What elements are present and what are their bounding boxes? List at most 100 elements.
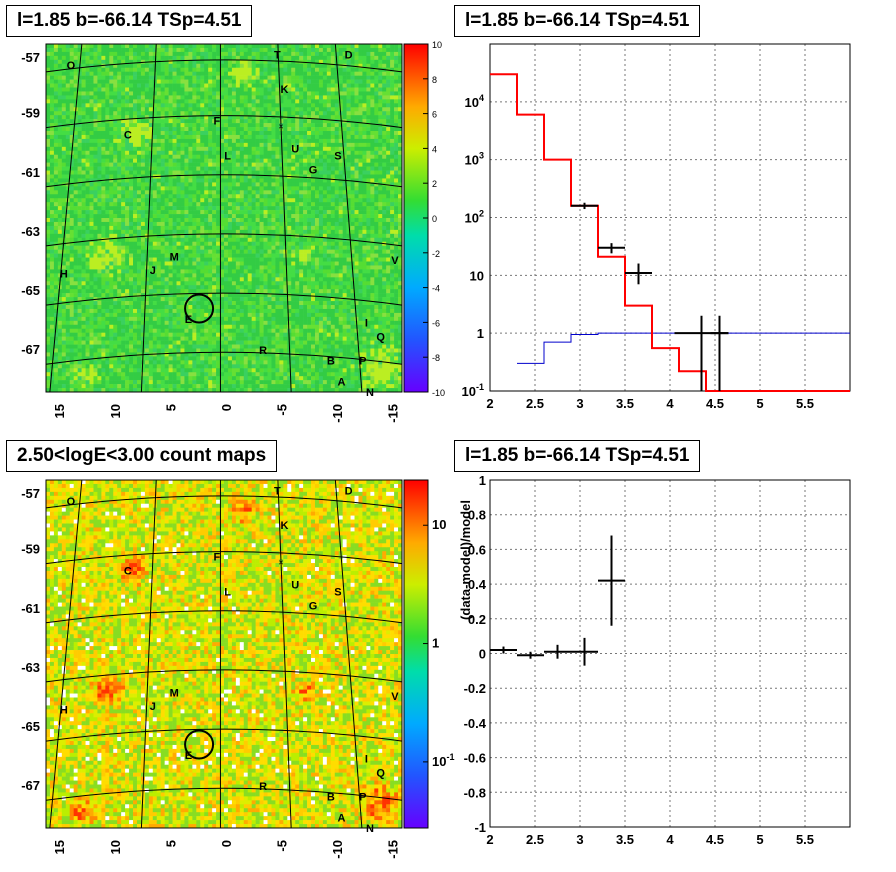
map-pixel [220,166,225,171]
map-pixel [53,249,59,254]
map-pixel [224,91,229,96]
map-pixel [85,261,90,266]
map-pixel [113,95,118,100]
map-pixel [196,388,201,393]
map-pixel [156,380,162,385]
map-pixel [239,79,245,84]
map-pixel [101,71,106,76]
map-pixel [53,119,59,124]
map-pixel [196,277,201,282]
map-pixel [212,63,217,69]
map-pixel [49,210,55,215]
map-pixel [93,364,98,369]
map-pixel [176,352,181,357]
map-pixel [255,281,260,286]
map-pixel [267,210,272,215]
map-pixel [239,95,245,100]
map-pixel [133,320,138,326]
map-pixel [144,190,150,195]
map-pixel [105,59,110,65]
map-pixel [172,257,177,262]
map-pixel [259,348,264,353]
map-pixel [208,249,213,254]
map-pixel [220,237,225,243]
map-pixel [231,210,237,215]
map-pixel [125,364,130,369]
map-pixel [121,257,126,262]
map-pixel [77,360,82,365]
map-pixel [57,103,63,108]
map-pixel [117,261,122,266]
map-pixel [105,142,110,148]
map-pixel [188,123,193,128]
map-pixel [184,99,189,104]
map-pixel [152,218,158,223]
map-pixel [133,261,138,266]
map-pixel [69,356,74,361]
map-pixel [156,265,162,270]
map-pixel [133,293,138,298]
map-pixel [125,51,130,57]
map-pixel [140,320,146,326]
map-pixel [200,380,205,385]
map-pixel [46,368,51,373]
map-pixel [156,178,162,183]
map-pixel [61,336,67,341]
map-pixel [180,233,185,239]
map-pixel [129,210,134,215]
map-pixel [168,221,173,227]
map-pixel [168,162,173,167]
map-pixel [125,225,130,231]
map-pixel [184,202,189,207]
map-pixel [239,166,245,171]
map-pixel [160,138,165,144]
map-pixel [105,324,110,330]
map-pixel [164,87,169,92]
map-pixel [192,150,197,156]
map-pixel [93,360,98,365]
map-pixel [212,79,217,84]
map-pixel [57,305,63,310]
map-pixel [212,305,217,310]
map-pixel [160,55,165,61]
map-pixel [136,340,142,345]
map-pixel [172,261,177,266]
map-pixel [243,166,249,171]
map-pixel [160,273,165,278]
map-pixel [65,261,71,266]
map-pixel [180,119,185,124]
map-pixel [121,146,126,152]
map-pixel [57,388,63,393]
map-pixel [85,87,90,92]
map-pixel [57,99,63,104]
map-pixel [184,297,189,302]
map-pixel [180,111,185,116]
map-pixel [53,241,59,246]
map-pixel [255,182,260,187]
map-pixel [73,91,78,96]
map-pixel [196,99,201,104]
map-pixel [156,79,162,84]
map-pixel [168,138,173,144]
map-pixel [204,150,209,156]
map-pixel [46,202,51,207]
map-pixel [133,198,138,203]
map-pixel [196,119,201,124]
map-pixel [85,67,90,72]
map-pixel [188,194,193,199]
map-pixel [231,372,237,377]
map-pixel [200,352,205,357]
map-pixel [61,186,67,191]
map-pixel [140,194,146,199]
map-pixel [188,190,193,195]
map-pixel [204,178,209,183]
map-pixel [239,340,245,345]
map-pixel [57,352,63,357]
map-pixel [204,107,209,112]
map-pixel [73,336,78,341]
map-pixel [247,190,252,195]
map-pixel [220,332,225,337]
map-pixel [160,79,165,84]
map-pixel [239,257,245,262]
map-pixel [224,142,229,148]
